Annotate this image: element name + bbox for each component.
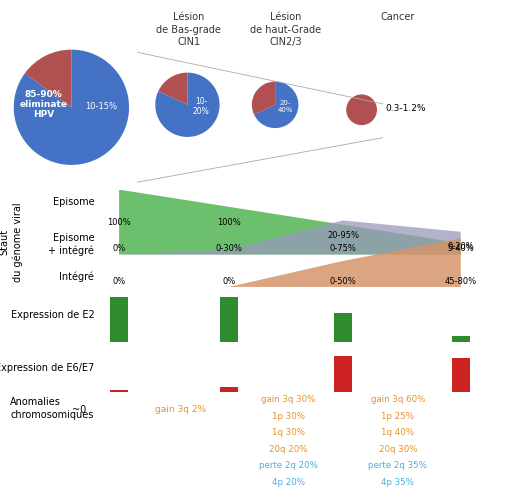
Bar xyxy=(333,356,351,392)
Wedge shape xyxy=(158,73,187,105)
Text: Episome: Episome xyxy=(52,197,94,207)
Bar xyxy=(451,358,469,392)
Text: Episome
+ intégré: Episome + intégré xyxy=(48,234,94,255)
Polygon shape xyxy=(119,190,460,254)
Text: 20q 30%: 20q 30% xyxy=(378,445,416,454)
Text: 0-50%: 0-50% xyxy=(329,277,356,286)
Text: 1p 25%: 1p 25% xyxy=(381,412,413,421)
Text: 1q 40%: 1q 40% xyxy=(381,428,413,437)
Bar xyxy=(333,313,351,342)
Text: ~0: ~0 xyxy=(72,405,86,415)
Text: 0-30%: 0-30% xyxy=(215,244,242,253)
Wedge shape xyxy=(251,81,275,115)
Bar xyxy=(451,335,469,342)
Polygon shape xyxy=(119,239,460,287)
Text: 0%: 0% xyxy=(112,244,125,253)
Text: 10-
20%: 10- 20% xyxy=(192,97,209,116)
Text: 20-
40%: 20- 40% xyxy=(277,100,293,113)
Text: 0%: 0% xyxy=(112,277,125,286)
Text: perte 2q 35%: perte 2q 35% xyxy=(367,462,427,471)
Bar xyxy=(110,390,128,392)
Text: gain 3q 2%: gain 3q 2% xyxy=(155,405,206,414)
Wedge shape xyxy=(155,73,219,137)
Bar xyxy=(220,387,237,392)
Text: Anomalies
chromosomiques: Anomalies chromosomiques xyxy=(10,397,93,420)
Text: 4p 20%: 4p 20% xyxy=(271,478,304,487)
Bar xyxy=(110,297,128,342)
Text: 0-75%: 0-75% xyxy=(329,244,356,253)
Text: 100%: 100% xyxy=(107,218,131,227)
Text: Lésion
de haut-Grade
CIN2/3: Lésion de haut-Grade CIN2/3 xyxy=(249,12,321,47)
Text: 5-40%: 5-40% xyxy=(446,244,473,253)
Text: Expression de E6/E7: Expression de E6/E7 xyxy=(0,363,94,373)
Text: Lésion
de Bas-grade
CIN1: Lésion de Bas-grade CIN1 xyxy=(156,12,221,47)
Text: 4p 35%: 4p 35% xyxy=(381,478,413,487)
Text: Cancer: Cancer xyxy=(380,12,414,22)
Text: 1p 30%: 1p 30% xyxy=(271,412,304,421)
Wedge shape xyxy=(253,81,298,128)
Wedge shape xyxy=(14,49,129,165)
Text: 0.3-1.2%: 0.3-1.2% xyxy=(384,104,425,113)
Text: 85-90%
eliminate
HPV: 85-90% eliminate HPV xyxy=(20,89,68,119)
Text: gain 3q 30%: gain 3q 30% xyxy=(261,395,315,404)
Text: 0-20%: 0-20% xyxy=(446,242,473,250)
Text: 1q 30%: 1q 30% xyxy=(271,428,304,437)
Text: perte 2q 20%: perte 2q 20% xyxy=(258,462,317,471)
Text: 20q 20%: 20q 20% xyxy=(268,445,307,454)
Wedge shape xyxy=(25,49,71,107)
Polygon shape xyxy=(119,221,460,254)
Text: Expression de E2: Expression de E2 xyxy=(11,310,94,320)
Text: 10-15%: 10-15% xyxy=(85,102,117,111)
Text: Staut
du génome viral: Staut du génome viral xyxy=(0,202,23,282)
Text: 100%: 100% xyxy=(217,218,240,227)
Text: gain 3q 60%: gain 3q 60% xyxy=(370,395,424,404)
Circle shape xyxy=(346,95,376,124)
Text: 20-95%: 20-95% xyxy=(326,231,358,240)
Text: 0%: 0% xyxy=(222,277,235,286)
Text: 45-80%: 45-80% xyxy=(444,277,476,286)
Bar xyxy=(220,297,237,342)
Text: Intégré: Intégré xyxy=(60,271,94,282)
